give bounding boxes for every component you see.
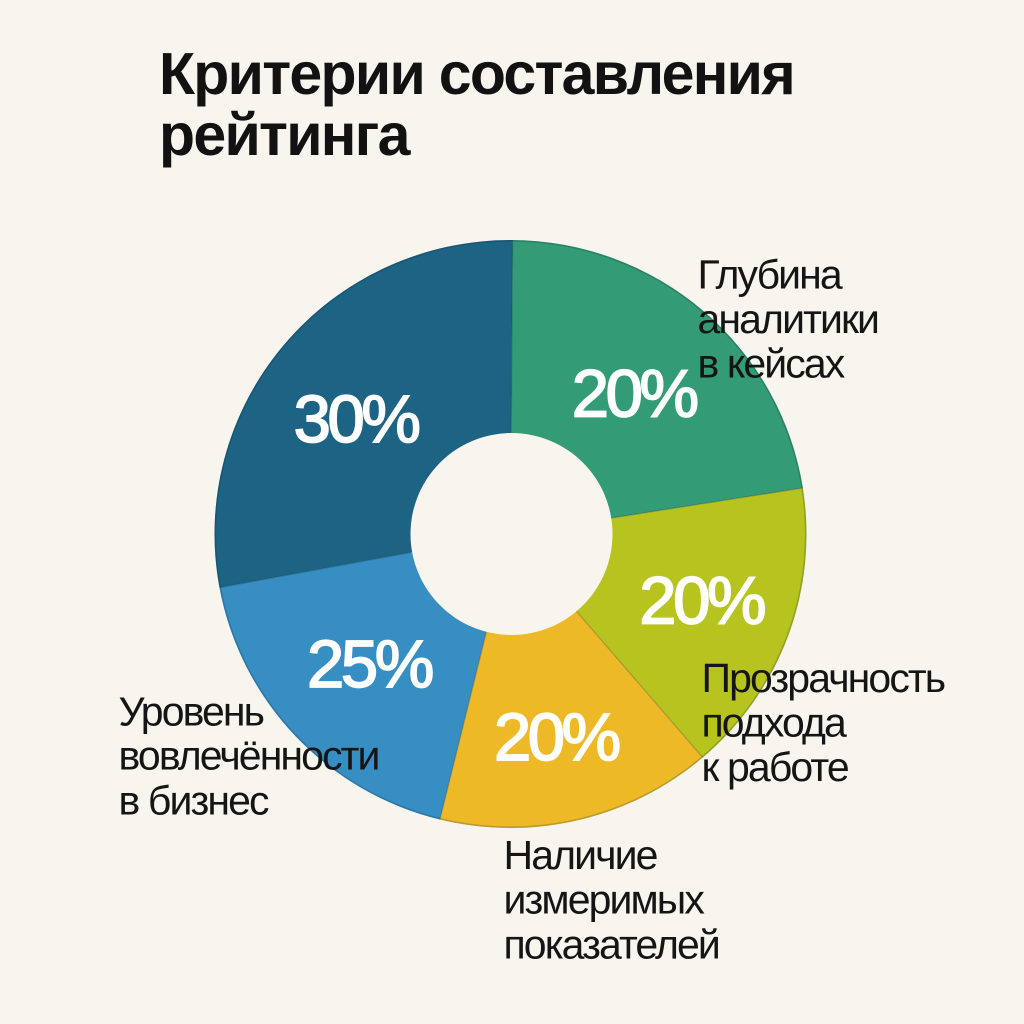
svg-text:вовлечённости: вовлечённости — [119, 733, 379, 779]
svg-text:показателей: показателей — [504, 922, 719, 968]
svg-text:подхода: подхода — [702, 700, 847, 746]
svg-text:в кейсах: в кейсах — [698, 341, 846, 387]
svg-text:аналитики: аналитики — [698, 296, 879, 342]
svg-text:Глубина: Глубина — [698, 252, 843, 298]
svg-text:Критерии составления: Критерии составления — [159, 41, 794, 107]
svg-text:25%: 25% — [307, 627, 433, 702]
svg-text:измеримых: измеримых — [504, 877, 706, 923]
svg-text:к работе: к работе — [702, 744, 848, 790]
svg-text:20%: 20% — [572, 357, 698, 432]
svg-text:Уровень: Уровень — [119, 689, 264, 735]
svg-text:в бизнес: в бизнес — [119, 778, 270, 824]
svg-text:20%: 20% — [639, 564, 765, 639]
svg-text:Наличие: Наличие — [504, 832, 657, 878]
svg-text:рейтинга: рейтинга — [159, 102, 412, 168]
svg-text:30%: 30% — [294, 382, 420, 457]
svg-text:20%: 20% — [494, 700, 620, 775]
svg-text:Прозрачность: Прозрачность — [702, 655, 945, 701]
